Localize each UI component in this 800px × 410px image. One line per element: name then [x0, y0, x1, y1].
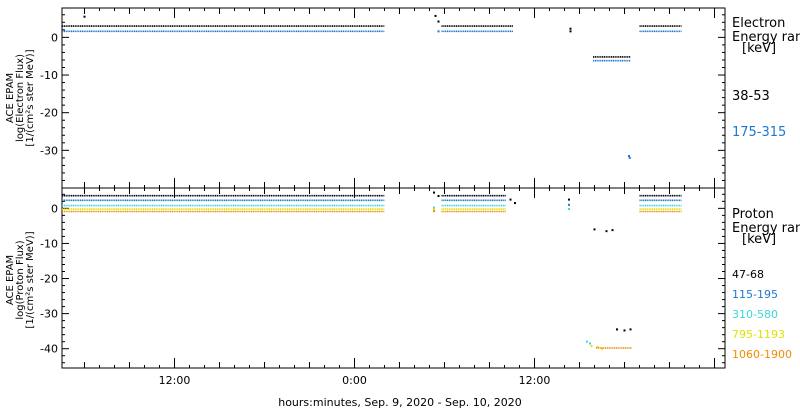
series-1-0-point-9	[623, 329, 626, 332]
series-1-3-point-0	[433, 208, 435, 211]
series-0-0-point-3	[569, 27, 572, 30]
electron-ylabel-line-1: ACE EPAM	[5, 73, 16, 123]
series-1-1-point-0	[568, 203, 570, 206]
series-1-0-point-1	[437, 195, 440, 198]
y-tick-label-1-3: -30	[40, 308, 58, 321]
series-1-0-point-0	[433, 191, 435, 194]
electron-legend-title: Electron	[732, 16, 785, 31]
series-0-0-point-4	[569, 30, 572, 33]
electron-legend-units: [keV]	[742, 41, 776, 56]
x-axis-title: hours:minutes, Sep. 9, 2020 - Sep. 10, 2…	[278, 396, 522, 409]
legend-entry-1-3: 795-1193	[732, 328, 785, 341]
y-tick-label-1-2: -20	[40, 273, 58, 286]
x-tick-label-2: 12:00	[519, 374, 551, 387]
legend-entry-1-1: 115-195	[732, 288, 778, 301]
series-1-2-point-3	[589, 342, 591, 345]
series-0-1-point-0	[437, 30, 440, 33]
series-0-0-point-2	[437, 20, 440, 23]
series-0-0-point-1	[434, 14, 437, 17]
series-0-0-point-0	[83, 15, 86, 18]
electron-ylabel-line-2: log(Electron Flux)	[15, 54, 26, 142]
legend-entry-0-0: 38-53	[732, 89, 770, 104]
y-tick-label-1-1: -10	[40, 237, 58, 250]
y-tick-label-0-2: -20	[40, 107, 58, 120]
series-1-3-point-1	[590, 344, 593, 347]
series-1-2-point-1	[568, 208, 570, 211]
series-1-2-point-0	[433, 206, 435, 209]
series-1-2-point-2	[586, 340, 588, 343]
electron-panel-frame	[61, 7, 726, 189]
x-tick-label-0: 12:00	[159, 374, 191, 387]
legend-entry-0-1: 175-315	[732, 125, 786, 140]
y-tick-label-1-4: -40	[40, 343, 58, 356]
x-tick-label-1: 0:00	[342, 374, 367, 387]
electron-legend-subtitle: Energy ranges	[732, 30, 800, 45]
series-1-0-point-7	[611, 229, 614, 232]
proton-panel-frame	[61, 187, 726, 369]
series-1-0-point-4	[568, 198, 570, 201]
y-tick-label-0-1: -10	[40, 69, 58, 82]
series-0-1-point-2	[628, 156, 631, 159]
legend-entry-1-0: 47-68	[732, 268, 764, 281]
proton-legend-subtitle: Energy ranges	[732, 221, 800, 236]
proton-ylabel-line-1: ACE EPAM	[5, 255, 16, 305]
series-1-0-point-10	[629, 328, 632, 331]
y-tick-label-0-0: 0	[51, 31, 58, 44]
electron-ylabel-line-3: [1/(cm²s ster MeV)]	[25, 49, 36, 146]
y-tick-label-0-3: -30	[40, 144, 58, 157]
proton-legend-title: Proton	[732, 207, 774, 222]
legend-entry-1-4: 1060-1900	[732, 348, 792, 361]
series-1-0-point-6	[605, 230, 608, 233]
series-1-4-point-0	[433, 210, 435, 213]
series-0-1-point-1	[628, 154, 630, 157]
series-1-0-point-3	[514, 202, 516, 205]
proton-legend-units: [keV]	[742, 232, 776, 247]
series-1-0-point-8	[616, 328, 618, 331]
legend-entry-1-2: 310-580	[732, 308, 778, 321]
proton-ylabel-line-2: log(Proton Flux)	[15, 240, 26, 319]
series-1-0-point-2	[509, 198, 512, 201]
series-1-0-point-5	[593, 228, 596, 231]
proton-ylabel-line-3: [1/(cm²s ster MeV)]	[25, 231, 36, 328]
y-tick-label-1-0: 0	[51, 202, 58, 215]
series-1-3-point-2	[596, 345, 599, 348]
